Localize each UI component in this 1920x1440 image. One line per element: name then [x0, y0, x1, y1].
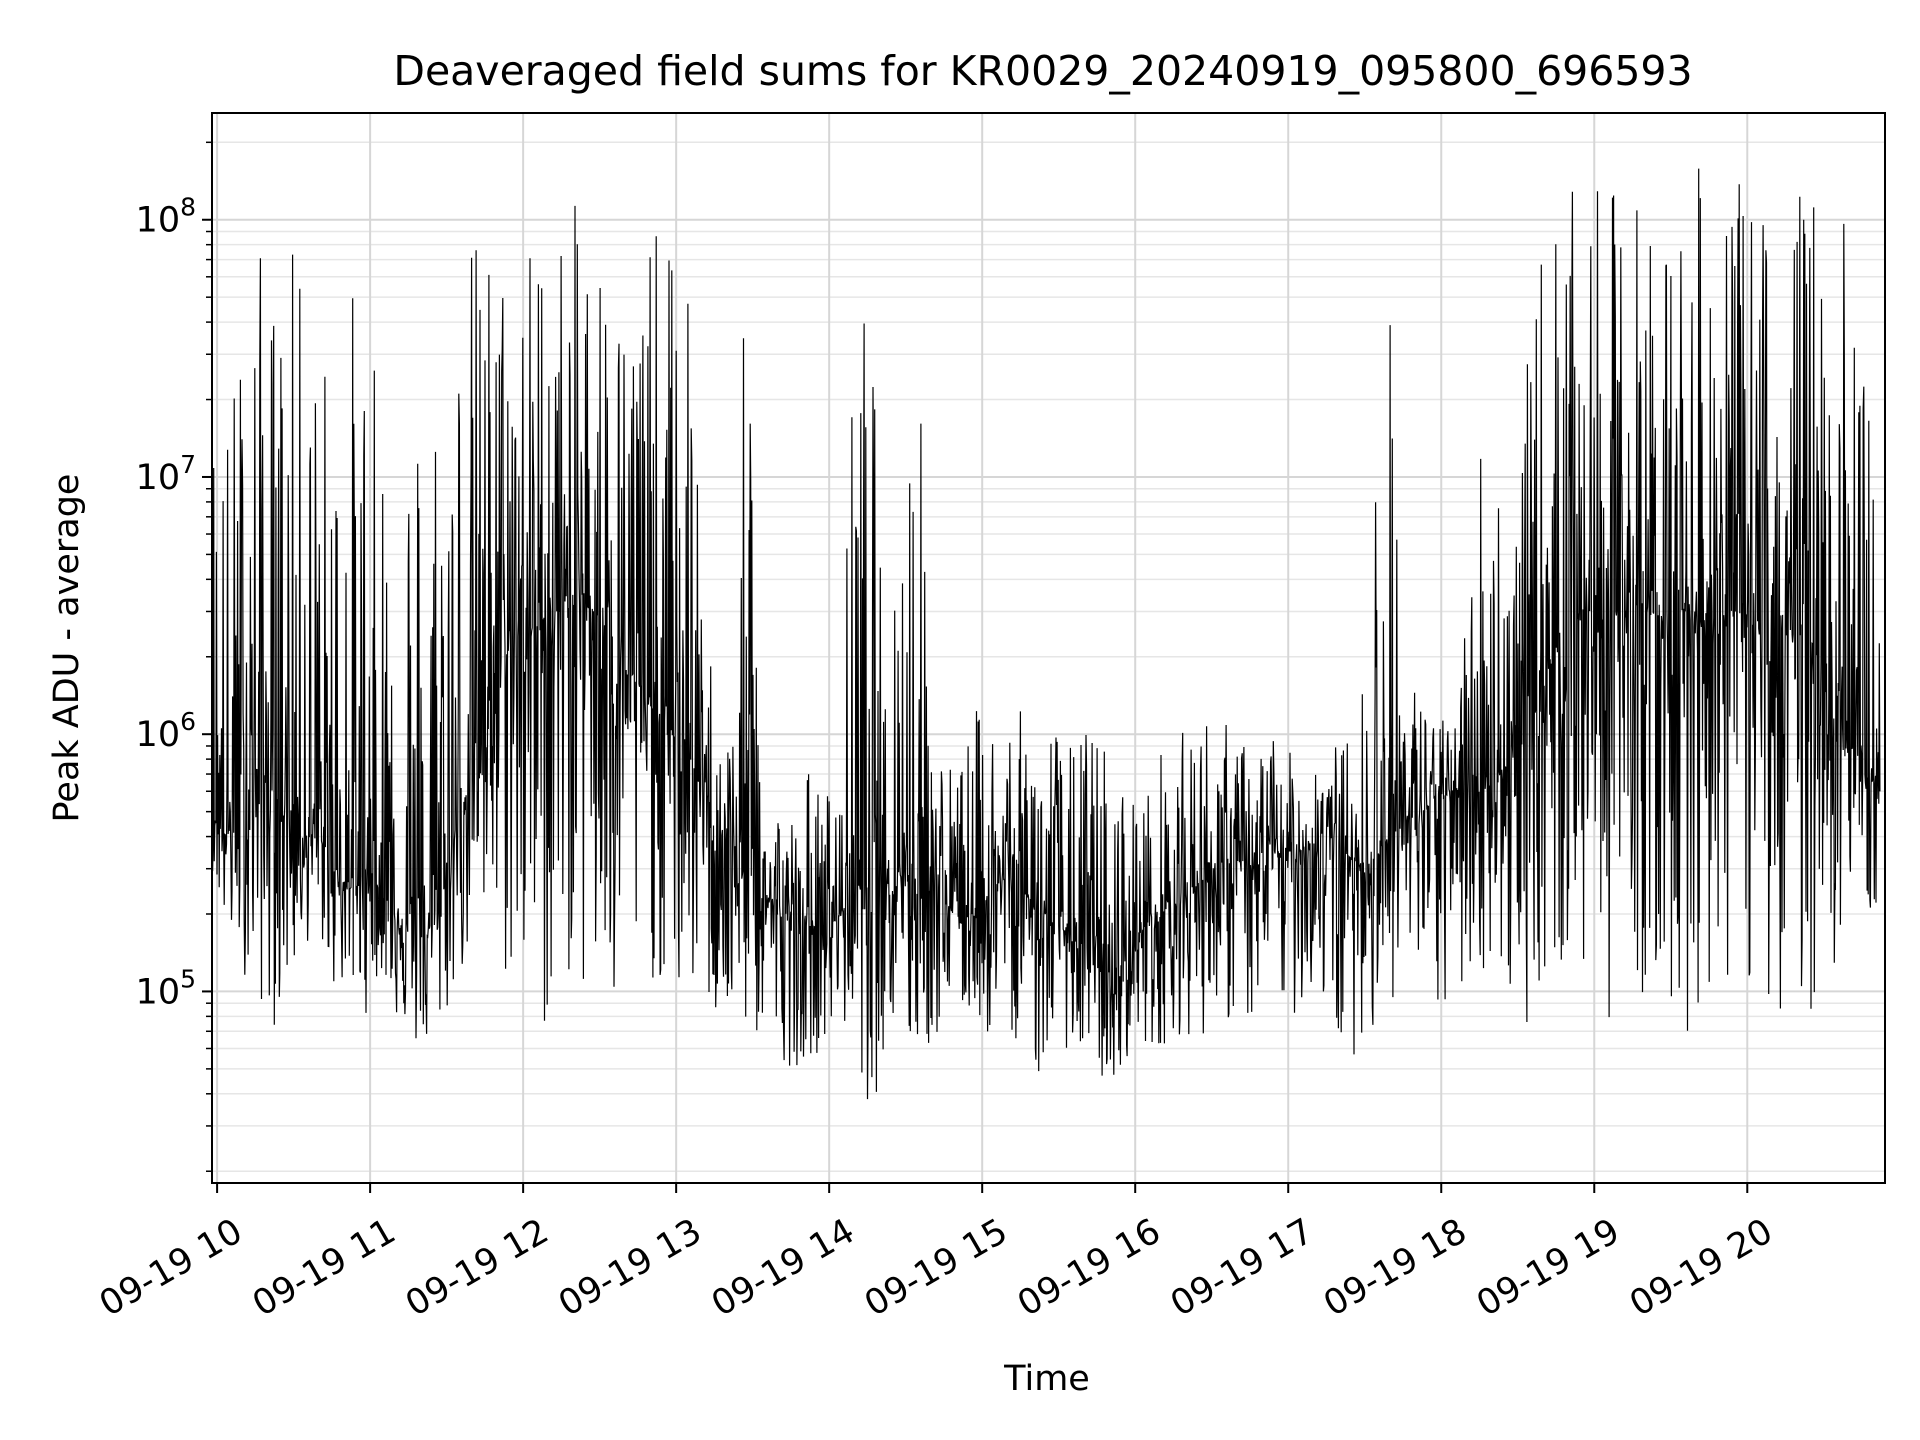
x-tick-label: 09-19 12	[399, 1211, 555, 1324]
x-tick-label: 09-19 11	[246, 1211, 402, 1324]
series-line	[211, 168, 1881, 1100]
x-tick-label: 09-19 17	[1164, 1211, 1320, 1324]
x-tick-label: 09-19 20	[1623, 1211, 1779, 1324]
x-tick-label: 09-19 16	[1011, 1211, 1167, 1324]
data-layer	[211, 168, 1881, 1100]
y-axis-label: Peak ADU - average	[47, 474, 87, 823]
x-axis-label: Time	[1003, 1359, 1090, 1399]
x-tick-label: 09-19 19	[1470, 1211, 1626, 1324]
x-tick-label: 09-19 18	[1317, 1211, 1473, 1324]
chart-title: Deaveraged field sums for KR0029_2024091…	[393, 47, 1692, 95]
y-tick-label: 105	[136, 964, 196, 1012]
plot-frame	[211, 112, 1886, 1184]
y-tick-label: 108	[136, 193, 196, 241]
y-tick-label: 106	[136, 707, 196, 755]
y-tick-label: 107	[136, 450, 196, 498]
x-tick-label: 09-19 14	[705, 1211, 861, 1324]
y-axis: 105 106 107 108	[136, 141, 212, 1172]
x-tick-label: 09-19 10	[93, 1211, 249, 1324]
x-tick-label: 09-19 13	[552, 1211, 708, 1324]
x-tick-label: 09-19 15	[858, 1211, 1014, 1324]
